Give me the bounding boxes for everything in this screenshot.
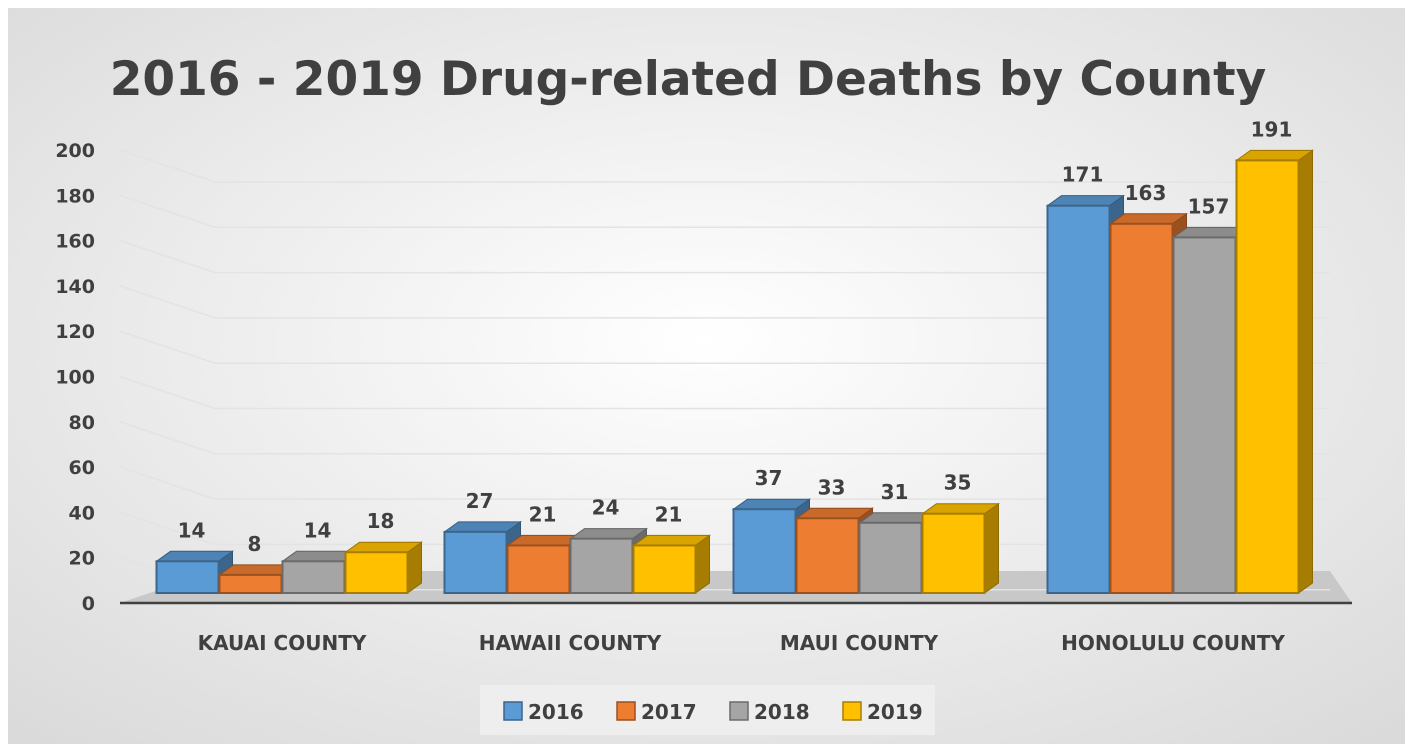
bar-top-face [920,503,1001,515]
legend-label: 2018 [754,700,810,724]
bar-top-face [794,507,875,519]
x-tick-label: HONOLULU COUNTY [1061,631,1285,655]
y-tick-label: 180 [55,185,95,207]
bar-front-face [344,551,409,594]
bar [1234,149,1315,594]
data-label: 35 [944,471,972,495]
data-label: 8 [248,532,262,556]
data-label: 24 [592,496,620,520]
bar-front-face [732,508,797,595]
y-tick-label: 0 [82,593,95,615]
legend-swatch [616,701,636,721]
bar-top-face [1234,149,1315,161]
bar-front-face [218,573,283,595]
bar [631,534,712,594]
bar-top-face [1108,213,1189,225]
gridline [119,375,1330,410]
bar-top-face [568,528,649,540]
legend-item: 2018 [729,700,810,724]
bar-top-face [1045,195,1126,207]
gridline [119,149,1330,183]
legend-item: 2017 [616,700,697,724]
y-tick-label: 20 [69,548,95,570]
legend-label: 2016 [528,700,584,724]
data-label: 18 [367,509,395,533]
y-tick-label: 80 [69,412,95,434]
data-label: 31 [881,480,909,504]
bar-top-face [154,550,235,562]
data-label: 37 [755,466,783,490]
bar-front-face [858,521,923,594]
data-label: 171 [1062,163,1104,187]
gridline [119,421,1330,455]
data-label: 191 [1251,117,1293,141]
data-label: 157 [1188,194,1230,218]
bar-front-face [1046,204,1111,594]
bar-front-face [281,560,346,594]
legend-label: 2017 [641,700,697,724]
x-tick-label: HAWAII COUNTY [479,631,662,655]
bar-front-face [632,544,697,594]
bar [343,541,424,594]
bar-front-face [1235,159,1300,594]
data-label: 14 [304,518,332,542]
gridline [119,466,1330,500]
bar-top-face [442,521,523,533]
bar-front-face [795,517,860,595]
data-label: 163 [1125,181,1167,205]
bar-front-face [506,544,571,594]
legend-label: 2019 [867,700,923,724]
legend-swatch [729,701,749,721]
bar-front-face [1109,222,1174,594]
y-tick-label: 200 [55,140,95,162]
legend-swatch [842,701,862,721]
data-label: 21 [529,502,557,526]
x-tick-label: MAUI COUNTY [780,631,939,655]
bar-front-face [921,512,986,594]
bar [920,502,1001,594]
data-label: 14 [178,518,206,542]
legend-item: 2019 [842,700,923,724]
legend: 2016 2017 2018 2019 [480,685,935,735]
bar-top-face [631,534,712,546]
chart-title: 2016 - 2019 Drug-related Deaths by Count… [110,52,1267,107]
bar-side-face [984,502,999,594]
bar-front-face [443,530,508,594]
bar-front-face [569,537,634,595]
gridline [119,330,1330,364]
data-label: 21 [655,502,683,526]
data-label: 27 [466,489,494,513]
bar-front-face [1172,236,1237,595]
y-tick-label: 100 [55,367,95,389]
bar-side-face [1298,149,1313,594]
y-tick-label: 40 [69,502,95,524]
y-tick-label: 120 [55,321,95,343]
bar-top-face [731,498,812,510]
gridline [119,194,1330,229]
y-tick-label: 60 [69,457,95,479]
bar-front-face [155,560,220,594]
legend-swatch [503,701,523,721]
y-tick-label: 140 [55,276,95,298]
gridline [119,285,1330,319]
legend-item: 2016 [503,700,584,724]
gridline [119,239,1330,274]
data-label: 33 [818,475,846,499]
bar [794,507,875,595]
bar-top-face [343,541,424,553]
x-tick-label: KAUAI COUNTY [198,631,367,655]
y-tick-label: 160 [55,231,95,253]
